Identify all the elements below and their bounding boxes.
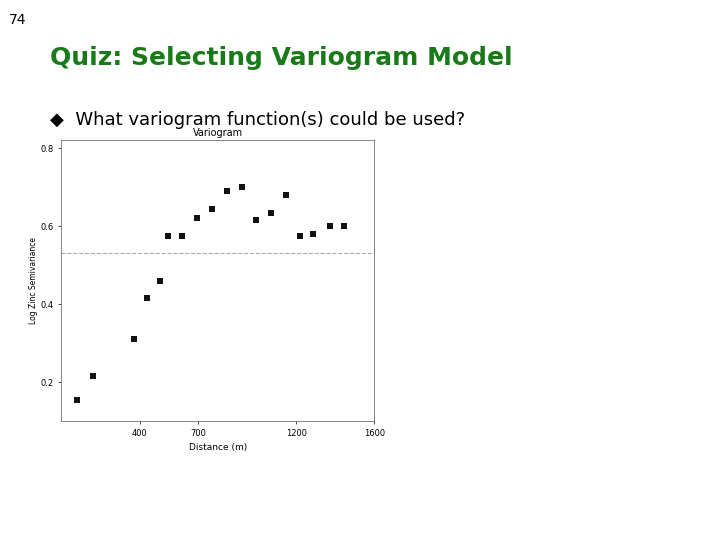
Text: 74: 74	[9, 14, 27, 28]
Point	[206, 204, 217, 213]
Point	[221, 187, 233, 195]
Point	[162, 232, 174, 240]
Y-axis label: Log Zinc Semivariance: Log Zinc Semivariance	[29, 237, 37, 325]
Point	[281, 191, 292, 199]
Point	[154, 276, 166, 285]
Point	[338, 222, 350, 231]
Point	[265, 208, 276, 217]
Point	[176, 232, 187, 240]
Text: ◆  What variogram function(s) could be used?: ◆ What variogram function(s) could be us…	[50, 111, 466, 129]
Text: ITRC: ITRC	[652, 43, 684, 56]
Point	[192, 214, 203, 222]
Point	[87, 372, 99, 381]
Point	[294, 232, 306, 240]
Point	[236, 183, 248, 192]
X-axis label: Distance (m): Distance (m)	[189, 443, 247, 453]
Point	[142, 294, 153, 302]
Title: Variogram: Variogram	[193, 128, 243, 138]
Point	[251, 216, 262, 225]
Point	[325, 222, 336, 231]
Point	[71, 395, 83, 404]
Point	[128, 335, 140, 343]
Text: Quiz: Selecting Variogram Model: Quiz: Selecting Variogram Model	[50, 46, 513, 70]
Point	[307, 230, 318, 238]
